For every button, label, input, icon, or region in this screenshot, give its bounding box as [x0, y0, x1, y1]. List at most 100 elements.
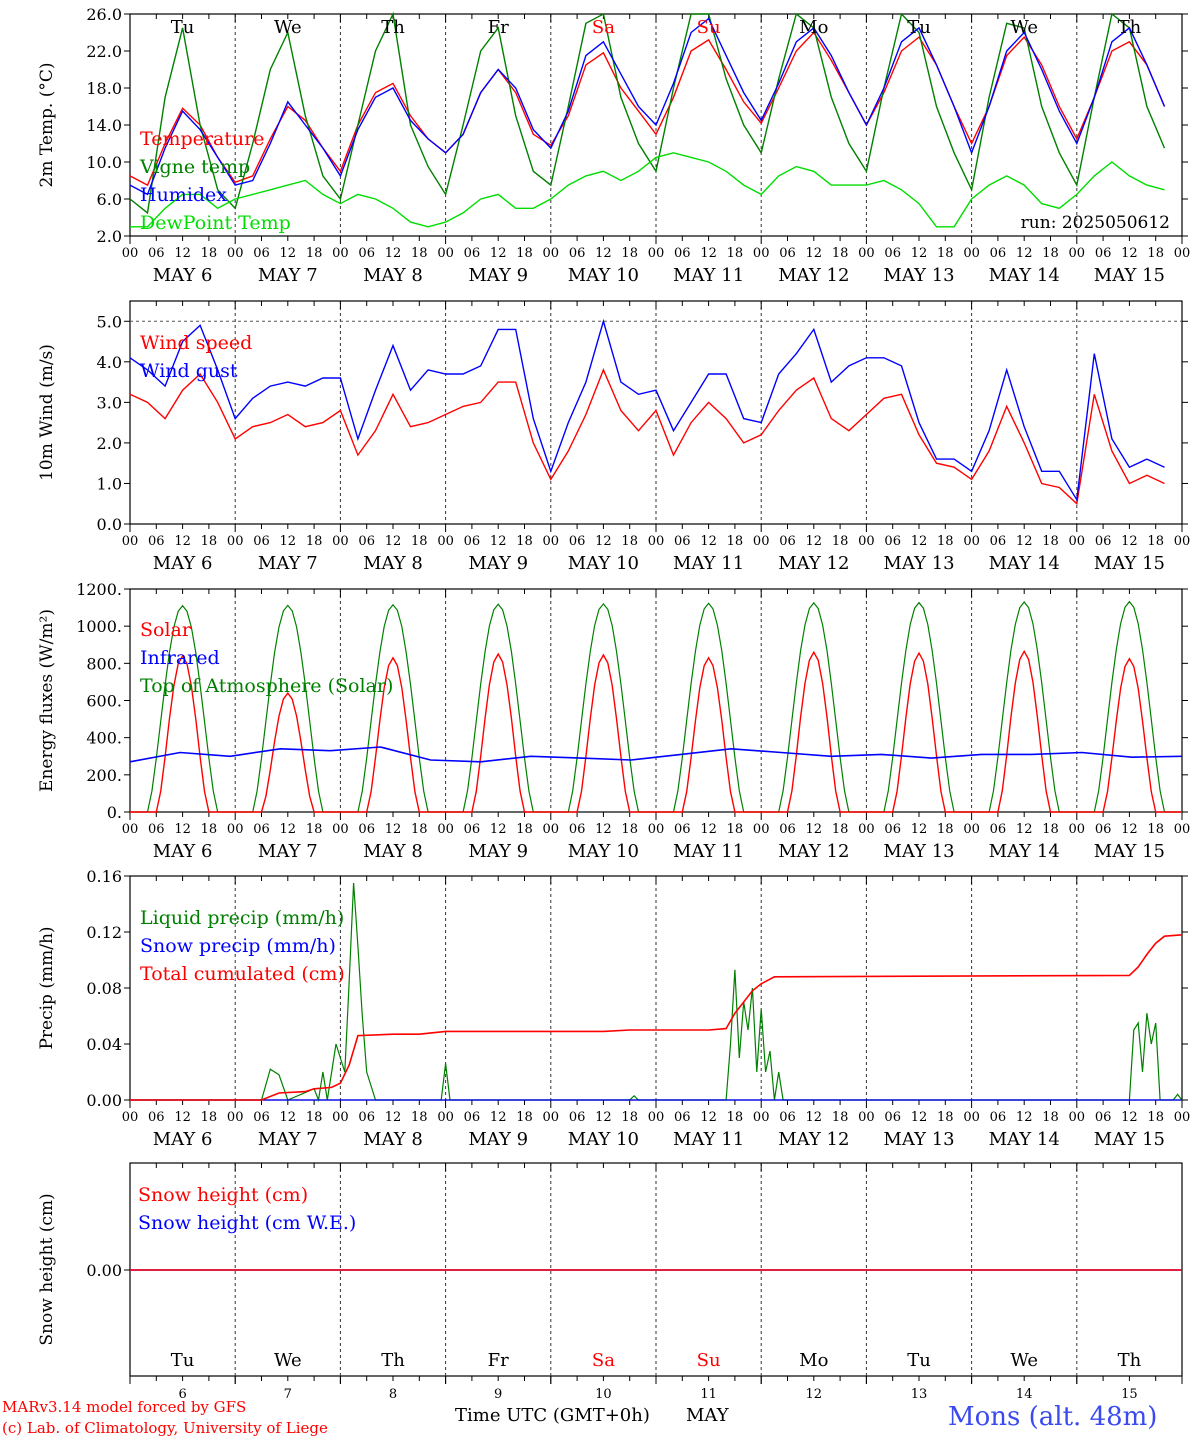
legend-entry: DewPoint Temp [140, 212, 291, 234]
y-tick-label: 10.0 [86, 153, 122, 172]
hour-tick-label: 00 [437, 822, 454, 837]
hour-tick-label: 06 [674, 822, 691, 837]
hour-tick-label: 18 [1147, 1110, 1164, 1125]
hour-tick-label: 12 [174, 1110, 191, 1125]
month-label: MAY [686, 1405, 729, 1426]
day-name-label: Mo [799, 17, 828, 38]
hour-tick-label: 18 [621, 246, 638, 261]
hour-tick-label: 06 [148, 534, 165, 549]
hour-tick-label: 12 [806, 1110, 823, 1125]
date-label: MAY 10 [568, 841, 639, 862]
hour-tick-label: 18 [1147, 822, 1164, 837]
panel-frame [129, 588, 1183, 813]
y-axis-label: 10m Wind (m/s) [37, 344, 57, 481]
day-number-label: 13 [911, 1387, 928, 1402]
hour-tick-label: 00 [648, 534, 665, 549]
date-label: MAY 15 [1094, 841, 1165, 862]
hour-tick-label: 06 [884, 1110, 901, 1125]
hour-tick-label: 18 [306, 1110, 323, 1125]
day-name-label: Th [381, 1350, 405, 1371]
hour-tick-label: 00 [437, 246, 454, 261]
hour-tick-label: 00 [437, 1110, 454, 1125]
date-label: MAY 11 [673, 265, 744, 286]
hour-tick-label: 00 [332, 1110, 349, 1125]
hour-tick-label: 00 [858, 246, 875, 261]
hour-tick-label: 12 [1121, 822, 1138, 837]
hour-tick-label: 06 [253, 822, 270, 837]
hour-tick-label: 12 [1121, 534, 1138, 549]
legend-entry: Snow height (cm W.E.) [138, 1212, 356, 1234]
hour-tick-label: 12 [806, 534, 823, 549]
hour-tick-label: 00 [1174, 1110, 1191, 1125]
hour-tick-label: 06 [253, 246, 270, 261]
date-label: MAY 11 [673, 1129, 744, 1150]
hour-tick-label: 06 [569, 822, 586, 837]
hour-tick-label: 00 [122, 822, 139, 837]
day-name-label: Tu [907, 17, 931, 38]
hour-tick-label: 18 [411, 822, 428, 837]
hour-tick-label: 00 [1174, 534, 1191, 549]
hour-tick-label: 06 [148, 822, 165, 837]
hour-tick-label: 18 [832, 1110, 849, 1125]
model-credit: MARv3.14 model forced by GFS [2, 1398, 247, 1416]
hour-tick-label: 18 [1042, 1110, 1059, 1125]
date-label: MAY 11 [673, 841, 744, 862]
y-tick-label: 0.16 [86, 867, 122, 886]
hour-tick-label: 00 [332, 822, 349, 837]
hour-tick-label: 06 [1095, 246, 1112, 261]
hour-tick-label: 00 [963, 1110, 980, 1125]
legend-entry: Infrared [140, 647, 220, 669]
legend-entry: Vigne temp [139, 156, 250, 178]
date-label: MAY 15 [1094, 1129, 1165, 1150]
hour-tick-label: 18 [411, 1110, 428, 1125]
day-name-label: Fr [488, 1350, 509, 1371]
day-name-label: We [274, 17, 302, 38]
date-label: MAY 13 [883, 1129, 954, 1150]
hour-tick-label: 18 [1042, 534, 1059, 549]
hour-tick-label: 12 [1121, 1110, 1138, 1125]
hour-tick-label: 12 [911, 534, 928, 549]
hour-tick-label: 06 [569, 1110, 586, 1125]
y-tick-label: 0.08 [86, 979, 122, 998]
hour-tick-label: 12 [490, 246, 507, 261]
hour-tick-label: 00 [122, 534, 139, 549]
hour-tick-label: 00 [963, 822, 980, 837]
hour-tick-label: 18 [516, 534, 533, 549]
hour-tick-label: 06 [358, 534, 375, 549]
hour-tick-label: 06 [569, 534, 586, 549]
hour-tick-label: 06 [1095, 1110, 1112, 1125]
date-label: MAY 12 [778, 841, 849, 862]
date-label: MAY 10 [568, 265, 639, 286]
hour-tick-label: 18 [832, 246, 849, 261]
y-tick-label: 400. [86, 729, 122, 748]
y-tick-label: 6.0 [97, 190, 122, 209]
hour-tick-label: 18 [937, 822, 954, 837]
date-label: MAY 12 [778, 553, 849, 574]
hour-tick-label: 06 [358, 822, 375, 837]
hour-tick-label: 18 [832, 534, 849, 549]
day-name-label: Mo [799, 1350, 828, 1371]
hour-tick-label: 18 [201, 822, 218, 837]
station-label: Mons (alt. 48m) [948, 1402, 1158, 1432]
hour-tick-label: 00 [543, 822, 560, 837]
date-label: MAY 15 [1094, 265, 1165, 286]
series-line [130, 152, 1165, 228]
hour-tick-label: 18 [201, 534, 218, 549]
hour-tick-label: 00 [227, 246, 244, 261]
day-name-label: Th [381, 17, 405, 38]
hour-tick-label: 06 [358, 246, 375, 261]
legend-entry: Total cumulated (cm) [140, 963, 345, 985]
hour-tick-label: 06 [148, 246, 165, 261]
legend-entry: Humidex [140, 184, 227, 206]
y-tick-label: 1200. [76, 580, 122, 599]
y-tick-label: 200. [86, 766, 122, 785]
day-number-label: 6 [178, 1387, 186, 1402]
hour-tick-label: 18 [306, 822, 323, 837]
hour-tick-label: 00 [753, 534, 770, 549]
hour-tick-label: 00 [1069, 822, 1086, 837]
day-name-label: Su [697, 17, 721, 38]
date-label: MAY 6 [153, 265, 213, 286]
date-label: MAY 9 [468, 265, 528, 286]
hour-tick-label: 12 [174, 534, 191, 549]
date-label: MAY 14 [989, 1129, 1060, 1150]
